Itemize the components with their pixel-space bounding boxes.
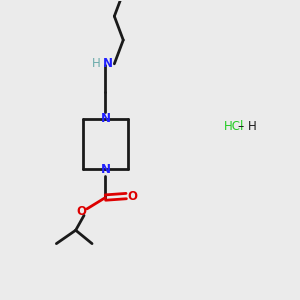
- Text: –: –: [238, 120, 244, 133]
- Text: O: O: [76, 205, 87, 218]
- Text: O: O: [128, 190, 138, 202]
- Text: H: H: [248, 120, 257, 133]
- Text: N: N: [100, 163, 110, 176]
- Text: N: N: [100, 112, 110, 125]
- Text: H: H: [92, 57, 101, 70]
- Text: HCl: HCl: [224, 120, 245, 133]
- Text: N: N: [103, 57, 113, 70]
